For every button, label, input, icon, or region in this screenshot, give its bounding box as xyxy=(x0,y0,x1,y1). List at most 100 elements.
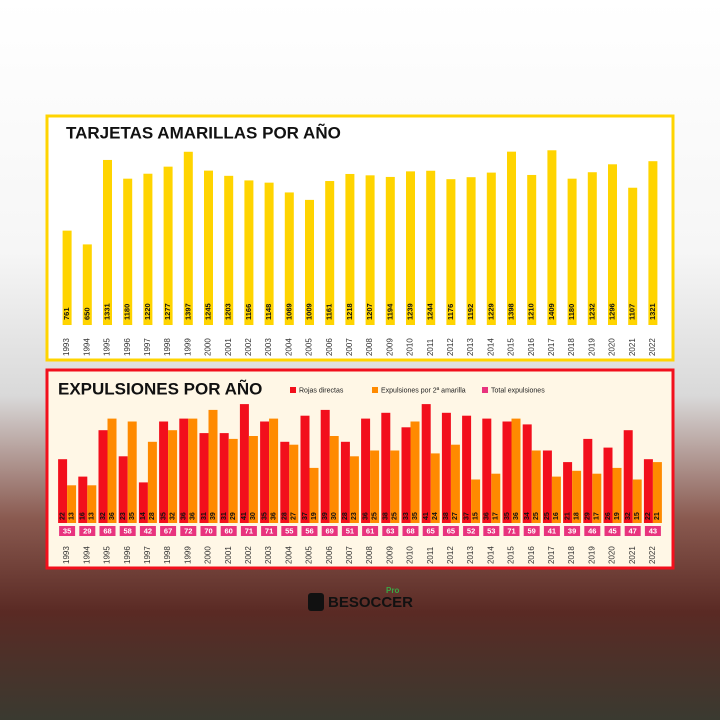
value-label: 1239 xyxy=(405,303,414,320)
value-label: 1296 xyxy=(607,303,616,320)
x-tick-label: 2003 xyxy=(264,546,273,564)
bar xyxy=(462,415,472,523)
total-box xyxy=(564,526,581,536)
total-box xyxy=(261,526,278,536)
bar xyxy=(284,192,294,325)
value-label: 36 xyxy=(270,512,277,520)
bar xyxy=(340,441,350,523)
total-box xyxy=(321,526,338,536)
x-tick-label: 2016 xyxy=(527,338,536,356)
value-label: 1331 xyxy=(102,303,111,320)
bar xyxy=(204,170,213,325)
bar xyxy=(87,485,97,523)
bar xyxy=(623,430,633,523)
bar xyxy=(179,418,189,523)
bar xyxy=(224,175,234,325)
value-label: 16 xyxy=(80,512,87,520)
x-tick-label: 1998 xyxy=(163,338,172,356)
bar xyxy=(269,418,279,523)
total-label: 58 xyxy=(124,526,132,535)
value-label: 28 xyxy=(342,512,349,520)
bar xyxy=(643,459,653,523)
x-tick-label: 2008 xyxy=(365,338,374,356)
bar xyxy=(159,421,169,523)
bar xyxy=(78,476,88,523)
total-label: 29 xyxy=(83,526,91,535)
bar xyxy=(603,447,613,523)
value-label: 35 xyxy=(129,512,136,520)
x-tick-label: 2008 xyxy=(365,546,374,564)
x-tick-label: 2016 xyxy=(527,546,536,564)
bar xyxy=(300,415,310,523)
bar xyxy=(511,418,521,523)
bar xyxy=(441,412,451,523)
x-tick-label: 2006 xyxy=(325,546,334,564)
x-tick-label: 2018 xyxy=(567,338,576,356)
bar xyxy=(103,159,112,325)
value-label: 1207 xyxy=(365,303,374,320)
value-label: 14 xyxy=(140,512,147,520)
value-label: 37 xyxy=(463,512,470,520)
x-tick-label: 1997 xyxy=(143,338,152,356)
value-label: 31 xyxy=(201,512,208,520)
bar xyxy=(502,421,512,523)
total-label: 45 xyxy=(608,526,616,535)
total-box xyxy=(79,526,96,536)
x-tick-label: 2013 xyxy=(466,546,475,564)
legend-swatch xyxy=(372,387,378,393)
value-label: 1244 xyxy=(426,302,435,320)
x-tick-label: 2011 xyxy=(426,338,435,356)
value-label: 25 xyxy=(533,512,540,520)
bar xyxy=(168,430,178,523)
bar xyxy=(248,436,258,523)
bar xyxy=(430,453,440,523)
total-box xyxy=(362,526,379,536)
bar xyxy=(365,175,375,325)
red-panel xyxy=(45,368,675,570)
bar xyxy=(426,170,436,325)
bar xyxy=(123,178,133,325)
value-label: 39 xyxy=(210,512,217,520)
total-label: 55 xyxy=(285,526,293,535)
bar xyxy=(563,462,573,523)
bar xyxy=(390,450,400,523)
value-label: 25 xyxy=(371,512,378,520)
x-tick-label: 2002 xyxy=(244,546,253,564)
bar xyxy=(491,473,501,523)
total-label: 71 xyxy=(245,526,253,535)
bar xyxy=(244,180,254,325)
value-label: 13 xyxy=(89,512,96,520)
x-tick-label: 2020 xyxy=(608,546,617,564)
bar xyxy=(381,412,391,523)
bar xyxy=(107,418,117,523)
total-box xyxy=(402,526,419,536)
bar xyxy=(208,409,218,523)
total-box xyxy=(301,526,318,536)
value-label: 36 xyxy=(484,512,491,520)
x-tick-label: 1993 xyxy=(62,546,71,564)
bar xyxy=(349,456,359,523)
value-label: 1245 xyxy=(203,303,212,320)
bar xyxy=(67,485,77,523)
x-tick-label: 2002 xyxy=(244,338,253,356)
value-label: 32 xyxy=(100,512,107,520)
bar xyxy=(309,467,319,523)
x-tick-label: 2005 xyxy=(305,338,314,356)
value-label: 35 xyxy=(160,512,167,520)
bar xyxy=(527,174,537,325)
value-label: 29 xyxy=(585,512,592,520)
bar xyxy=(58,459,68,523)
bar xyxy=(612,467,622,523)
bar xyxy=(542,450,552,523)
value-label: 18 xyxy=(573,512,580,520)
total-box xyxy=(422,526,439,536)
bar xyxy=(239,404,249,523)
value-label: 33 xyxy=(403,512,410,520)
value-label: 27 xyxy=(452,512,459,520)
x-tick-label: 1999 xyxy=(183,338,192,356)
total-label: 71 xyxy=(507,526,515,535)
bar xyxy=(62,230,72,325)
value-label: 36 xyxy=(362,512,369,520)
total-box xyxy=(382,526,399,536)
bar xyxy=(370,450,380,523)
